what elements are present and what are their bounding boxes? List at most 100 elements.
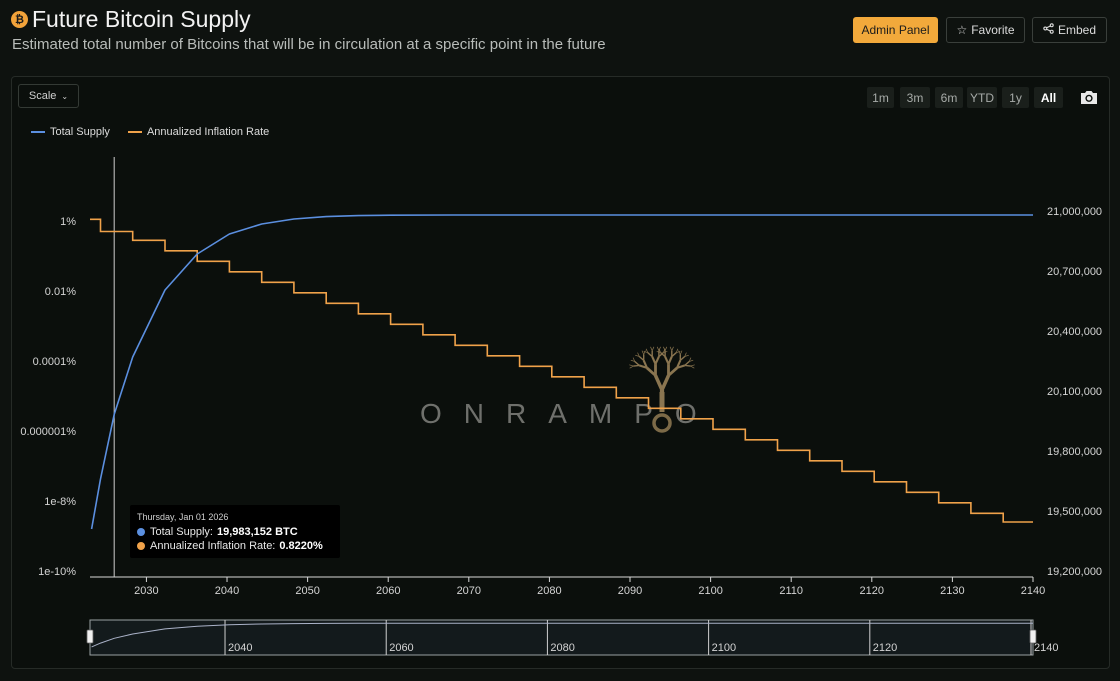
x-tick-label: 2080: [537, 585, 561, 597]
tree-branch: [667, 356, 673, 365]
page-subtitle: Estimated total number of Bitcoins that …: [12, 36, 606, 53]
navigator-supply-line: [91, 622, 1033, 648]
tree-branch: [660, 352, 666, 358]
tree-branch: [632, 357, 636, 362]
navigator-tick-label: 2100: [712, 642, 736, 654]
tree-branch: [688, 357, 692, 362]
legend-item-inflation[interactable]: Annualized Inflation Rate: [127, 126, 269, 138]
inflation-series-line: [90, 218, 1033, 523]
right-tick-label: 20,100,000: [1047, 386, 1102, 398]
left-tick-label: 0.0001%: [33, 356, 77, 368]
chart-axes: 2030 2040 2050 2060 2070 2080 2090 2100 2110 2120…: [20, 157, 1102, 597]
tree-branch: [676, 364, 686, 369]
range-3m[interactable]: 3m: [900, 87, 930, 108]
header: ₿ Future Bitcoin Supply Estimated total …: [0, 0, 1120, 70]
x-tick-label: 2030: [134, 585, 158, 597]
navigator-left-handle: [86, 629, 94, 644]
tree-branch: [643, 350, 646, 355]
tree-branch: [634, 360, 640, 366]
tree-branch: [656, 351, 661, 354]
tree-branch: [678, 350, 681, 355]
x-tick-label: 2060: [376, 585, 400, 597]
left-tick-label: 1e-8%: [44, 496, 76, 508]
legend-swatch-supply: [31, 131, 45, 133]
right-tick-label: 20,700,000: [1047, 266, 1102, 278]
x-tick-label: 2140: [1021, 585, 1045, 597]
navigator-tick-label: 2040: [228, 642, 252, 654]
tree-branch: [689, 359, 694, 362]
left-tick-label: 1%: [60, 216, 76, 228]
tooltip-supply-label: Total Supply:: [150, 526, 213, 538]
tree-branch: [660, 374, 671, 391]
tree-branch: [629, 364, 634, 367]
range-1m[interactable]: 1m: [867, 87, 894, 108]
x-tick-label: 2130: [940, 585, 964, 597]
tree-branch: [654, 356, 660, 365]
range-ytd[interactable]: YTD: [967, 87, 997, 108]
range-all[interactable]: All: [1034, 87, 1063, 108]
camera-icon[interactable]: [1079, 89, 1099, 106]
range-navigator[interactable]: 2040 2060 2080 2100 2120 2140: [86, 619, 1058, 656]
tree-branch: [684, 352, 687, 357]
tooltip-inflation-value: 0.8220%: [279, 540, 323, 552]
tree-branch: [658, 352, 664, 358]
tooltip-inflation-row: Annualized Inflation Rate: 0.8220%: [137, 539, 333, 553]
scale-label: Scale: [28, 90, 57, 102]
tree-branch: [641, 350, 645, 355]
tree-branch: [679, 350, 683, 355]
range-1y[interactable]: 1y: [1002, 87, 1029, 108]
tree-branch: [669, 346, 673, 351]
tree-branch: [684, 360, 690, 366]
tree-branch: [635, 354, 640, 357]
left-tick-label: 1e-10%: [38, 566, 76, 578]
tree-branch: [637, 352, 640, 357]
tree-branch: [675, 348, 679, 353]
tree-branch: [663, 346, 666, 351]
x-tick-label: 2070: [457, 585, 481, 597]
watermark-text: ONRAMPO: [420, 398, 719, 429]
chart-marks: [90, 214, 1033, 530]
legend-label-supply: Total Supply: [50, 126, 110, 138]
chart-tooltip: Thursday, Jan 01 2026 Total Supply: 19,9…: [130, 505, 340, 558]
chevron-down-icon: ⌄: [61, 91, 69, 101]
left-tick-label: 0.000001%: [20, 426, 76, 438]
x-tick-label: 2100: [698, 585, 722, 597]
tree-branch: [629, 365, 634, 369]
tooltip-supply-dot: [137, 528, 145, 536]
tooltip-supply-value: 19,983,152 BTC: [216, 526, 298, 538]
tree-branch: [656, 346, 660, 351]
admin-panel-button[interactable]: Admin Panel: [853, 17, 938, 43]
tree-branch: [671, 346, 674, 351]
navigator-right-handle: [1029, 629, 1037, 644]
tree-branch: [653, 374, 664, 391]
x-tick-label: 2120: [860, 585, 884, 597]
embed-label: Embed: [1057, 23, 1097, 37]
tree-branch: [667, 366, 678, 377]
x-tick-label: 2040: [215, 585, 239, 597]
tree-branch: [690, 364, 695, 367]
tree-branch: [630, 359, 635, 362]
tooltip-date: Thursday, Jan 01 2026: [137, 512, 229, 522]
tree-branch: [643, 351, 648, 354]
scale-dropdown[interactable]: Scale ⌄: [18, 84, 79, 108]
favorite-button[interactable]: ☆ Favorite: [946, 17, 1025, 43]
legend-item-total-supply[interactable]: Total Supply: [31, 126, 110, 138]
navigator-tick-label: 2140: [1034, 642, 1058, 654]
navigator-tick-label: 2120: [873, 642, 897, 654]
tree-branch: [647, 352, 653, 358]
navigator-tick-label: 2060: [389, 642, 413, 654]
right-tick-label: 19,500,000: [1047, 506, 1102, 518]
tree-branch: [646, 366, 657, 377]
right-tick-label: 19,800,000: [1047, 446, 1102, 458]
tree-branch: [651, 346, 655, 351]
left-tick-label: 0.01%: [45, 286, 76, 298]
range-6m[interactable]: 6m: [935, 87, 963, 108]
right-tick-label: 20,400,000: [1047, 326, 1102, 338]
tree-branch: [690, 365, 695, 369]
embed-button[interactable]: Embed: [1032, 17, 1107, 43]
tree-branch: [650, 346, 653, 351]
tree-branch: [676, 351, 681, 354]
chart-legend: Total Supply Annualized Inflation Rate: [31, 126, 287, 138]
navigator-window: [89, 619, 1034, 656]
